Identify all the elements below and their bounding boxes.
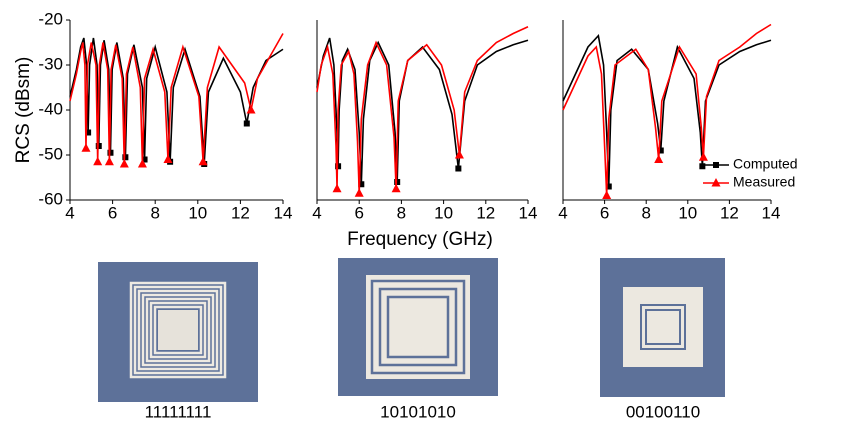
legend-label: Computed	[733, 156, 798, 172]
marker	[394, 179, 401, 185]
x-tick-label: 14	[762, 203, 781, 222]
x-tick-label: 14	[274, 203, 293, 222]
x-tick-label: 4	[65, 203, 74, 222]
marker	[602, 190, 612, 199]
photo-2	[338, 258, 498, 396]
y-tick-label: -40	[38, 99, 63, 118]
x-tick-label: 6	[600, 203, 609, 222]
marker	[699, 163, 706, 170]
marker	[104, 156, 114, 166]
x-tick-label: 6	[354, 203, 363, 222]
caption: 11111111	[145, 402, 212, 421]
marker	[455, 165, 462, 172]
x-tick-label: 12	[231, 203, 250, 222]
x-tick-label: 6	[108, 203, 117, 222]
marker	[93, 156, 103, 166]
x-tick-label: 10	[434, 203, 453, 222]
marker	[332, 183, 342, 193]
line	[562, 34, 772, 187]
x-tick-label: 12	[720, 203, 739, 222]
marker	[713, 162, 719, 168]
line	[562, 23, 772, 196]
line	[316, 26, 529, 194]
photo-3	[600, 258, 725, 397]
x-tick-label: 12	[476, 203, 495, 222]
marker	[605, 183, 612, 190]
marker	[141, 156, 148, 163]
marker	[107, 149, 114, 156]
marker	[163, 154, 173, 163]
marker	[246, 105, 256, 114]
y-tick-label: -30	[38, 54, 63, 73]
marker	[657, 147, 664, 154]
marker	[122, 154, 129, 161]
marker	[698, 152, 708, 161]
x-tick-label: 8	[397, 203, 406, 222]
x-tick-label: 8	[150, 203, 159, 222]
x-tick-label: 10	[678, 203, 697, 222]
x-tick-label: 8	[641, 203, 650, 222]
legend-label: Measured	[733, 174, 795, 190]
x-tick-label: 4	[558, 203, 567, 222]
marker	[81, 143, 91, 152]
marker	[711, 178, 721, 187]
marker	[243, 120, 250, 127]
marker	[137, 159, 147, 168]
y-tick-label: -50	[38, 144, 63, 163]
marker	[391, 183, 401, 193]
marker	[358, 181, 365, 188]
x-tick-label: 14	[519, 203, 538, 222]
line	[69, 33, 284, 165]
x-tick-label: 10	[188, 203, 207, 222]
caption: 00100110	[626, 402, 700, 421]
marker	[119, 159, 129, 168]
marker	[85, 129, 92, 136]
line	[69, 37, 284, 165]
marker	[454, 150, 464, 159]
photo-1	[98, 262, 258, 402]
x-axis-label: Frequency (GHz)	[347, 229, 493, 250]
x-tick-label: 4	[312, 203, 321, 222]
marker	[654, 154, 664, 163]
marker	[198, 156, 208, 166]
y-axis-label: RCS (dBsm)	[13, 57, 34, 164]
y-tick-label: -60	[38, 189, 63, 208]
marker	[354, 188, 364, 197]
line	[316, 37, 529, 185]
y-tick-label: -20	[38, 9, 63, 28]
caption: 10101010	[380, 402, 456, 421]
